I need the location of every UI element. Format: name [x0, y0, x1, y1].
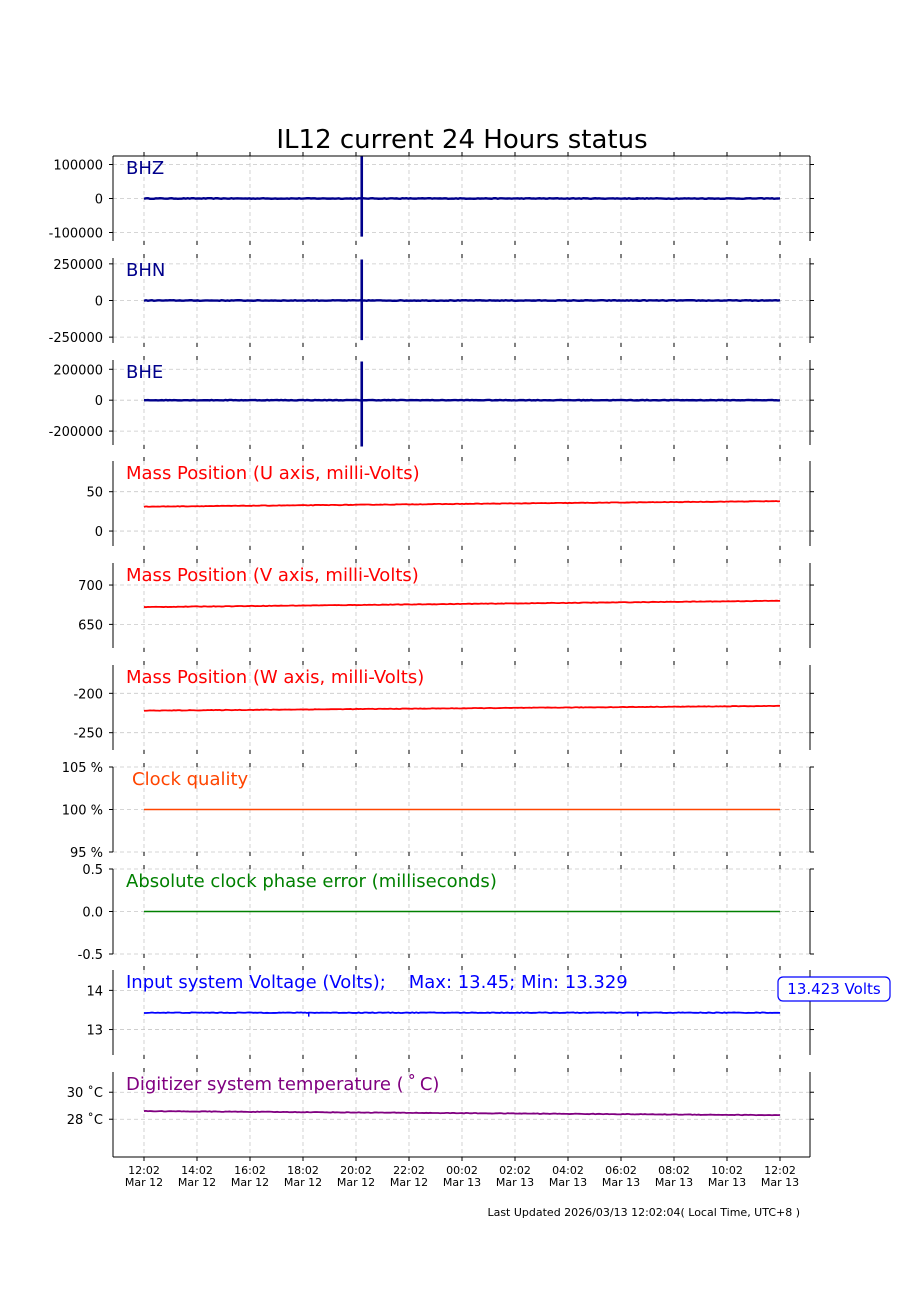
- y-tick-label: 0.0: [82, 906, 103, 921]
- y-tick-label: -250000: [49, 331, 103, 346]
- panel-label: Mass Position (V axis, milli-Volts): [126, 565, 419, 586]
- series-line: [143, 500, 781, 508]
- panel-6: -200 -250 Mass Position (W axis, milli-Vol…: [73, 661, 814, 754]
- x-tick-label-date: Mar 13: [655, 1176, 693, 1189]
- series-line: [143, 704, 781, 712]
- panel-5: 700 650 Mass Position (V axis, milli-Volts…: [78, 559, 814, 652]
- x-tick-label-time: 14:02: [181, 1164, 213, 1177]
- y-tick-label: 650: [78, 618, 103, 633]
- x-tick-label-date: Mar 13: [708, 1176, 746, 1189]
- current-value-box: [777, 976, 891, 1002]
- x-tick-label-time: 04:02: [552, 1164, 584, 1177]
- x-tick-label-time: 10:02: [711, 1164, 743, 1177]
- x-tick-label-time: 18:02: [287, 1164, 319, 1177]
- x-tick-label-date: Mar 13: [761, 1176, 799, 1189]
- y-tick-label: 0: [95, 295, 103, 310]
- x-tick-label-time: 00:02: [446, 1164, 478, 1177]
- y-tick-label: 0.5: [82, 863, 103, 878]
- y-tick-label: 105 %: [62, 761, 103, 776]
- y-tick-label: 13: [86, 1024, 103, 1039]
- panel-3: 200000 0 -200000 BHE: [49, 356, 814, 449]
- y-tick-label: -200: [73, 687, 103, 702]
- current-value-label: 13.423 Volts: [787, 980, 881, 998]
- panel-label: Clock quality: [132, 769, 249, 790]
- y-tick-label: 28 ˚C: [67, 1112, 103, 1128]
- x-tick-label-date: Mar 12: [337, 1176, 375, 1189]
- x-tick-label-date: Mar 12: [178, 1176, 216, 1189]
- chart-title: IL12 current 24 Hours status: [276, 125, 647, 155]
- panel-9: 14 13 Input system Voltage (Volts); Max: 1…: [86, 966, 891, 1059]
- y-tick-label: 100 %: [62, 804, 103, 819]
- y-tick-label: 200000: [53, 363, 103, 378]
- x-tick-label-time: 20:02: [340, 1164, 372, 1177]
- y-tick-label: -250: [73, 727, 103, 742]
- y-tick-label: 0: [95, 193, 103, 208]
- panel-4: 50 0 Mass Position (U axis, milli-Volts): [86, 457, 814, 550]
- panel-8: 0.5 0.0 -0.5 Absolute clock phase error (mi…: [78, 863, 814, 963]
- panels: 100000 0 -100000 BHZ 250000 0 -250000 BHN 200000…: [49, 152, 891, 1161]
- x-tick-label-date: Mar 13: [443, 1176, 481, 1189]
- panel-label: BHN: [126, 260, 165, 281]
- y-tick-label: -100000: [49, 227, 103, 242]
- panel-label: BHE: [126, 362, 163, 383]
- x-tick-label-date: Mar 12: [125, 1176, 163, 1189]
- x-tick-label-time: 02:02: [499, 1164, 531, 1177]
- y-tick-label: -200000: [49, 425, 103, 440]
- panel-2: 250000 0 -250000 BHN: [49, 254, 814, 347]
- y-tick-label: -0.5: [78, 948, 103, 963]
- y-tick-label: 50: [86, 486, 103, 501]
- y-tick-label: 95 %: [70, 846, 103, 861]
- y-tick-label: 0: [95, 525, 103, 540]
- x-tick-label-date: Mar 13: [496, 1176, 534, 1189]
- x-tick-label-time: 22:02: [393, 1164, 425, 1177]
- panel-label: Mass Position (U axis, milli-Volts): [126, 463, 420, 484]
- x-tick-label-time: 16:02: [234, 1164, 266, 1177]
- last-updated-footer: Last Updated 2026/03/13 12:02:04( Local …: [487, 1206, 800, 1219]
- x-tick-label-time: 12:02: [128, 1164, 160, 1177]
- x-tick-label-time: 12:02: [764, 1164, 796, 1177]
- series-line: [143, 1011, 781, 1014]
- panel-label: Mass Position (W axis, milli-Volts): [126, 667, 424, 688]
- panel-label: Input system Voltage (Volts); Max: 13.45…: [126, 972, 628, 993]
- series-line: [143, 1109, 781, 1117]
- x-tick-label-date: Mar 12: [390, 1176, 428, 1189]
- y-tick-label: 30 ˚C: [67, 1085, 103, 1101]
- x-tick-label-date: Mar 13: [549, 1176, 587, 1189]
- series-line: [143, 599, 781, 609]
- x-tick-label-date: Mar 12: [231, 1176, 269, 1189]
- panel-1: 100000 0 -100000 BHZ: [49, 152, 814, 245]
- panel-label: BHZ: [126, 158, 164, 179]
- y-tick-label: 700: [78, 579, 103, 594]
- panel-7: 105 % 100 % 95 % Clock quality: [62, 761, 814, 861]
- x-tick-label-date: Mar 13: [602, 1176, 640, 1189]
- y-tick-label: 100000: [53, 159, 103, 174]
- panel-10: 30 ˚C 28 ˚C Digitizer system temperature (…: [67, 1068, 814, 1161]
- y-tick-label: 0: [95, 394, 103, 409]
- x-tick-label-time: 08:02: [658, 1164, 690, 1177]
- x-tick-label-date: Mar 12: [284, 1176, 322, 1189]
- panel-label: Digitizer system temperature ( ˚ C): [126, 1074, 439, 1095]
- y-tick-label: 14: [86, 984, 103, 999]
- y-tick-label: 250000: [53, 258, 103, 273]
- panel-label: Absolute clock phase error (milliseconds…: [126, 871, 497, 892]
- x-tick-label-time: 06:02: [605, 1164, 637, 1177]
